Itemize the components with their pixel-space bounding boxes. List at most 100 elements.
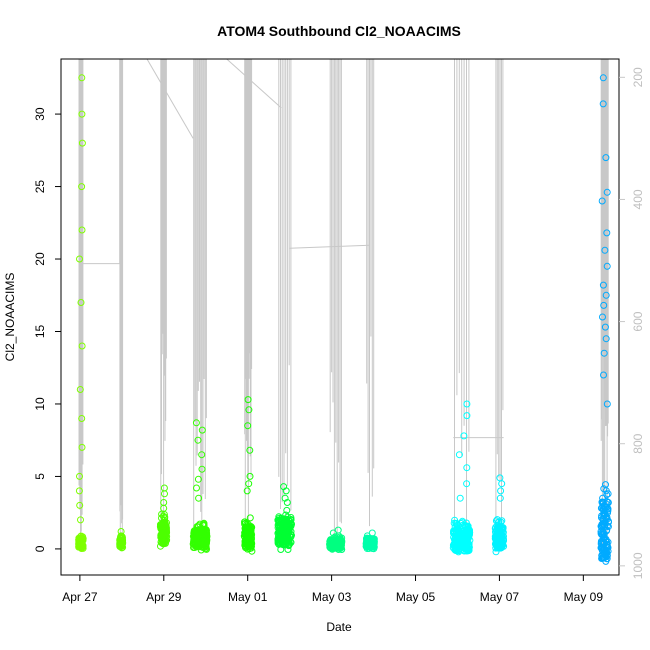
data-point xyxy=(117,532,125,540)
series-group xyxy=(75,74,87,552)
pressure-trace xyxy=(495,59,504,547)
data-point xyxy=(450,540,458,548)
data-point xyxy=(599,281,607,289)
data-point xyxy=(193,533,201,541)
data-point xyxy=(458,517,466,525)
data-point xyxy=(597,504,605,512)
data-point xyxy=(194,436,202,444)
data-point xyxy=(455,451,463,459)
data-point xyxy=(328,539,336,547)
data-point xyxy=(161,490,168,498)
data-point xyxy=(497,533,505,541)
x-axis: Apr 27 Apr 29 May 01 May 03 May 05 May 07 May … xyxy=(62,574,603,604)
data-point xyxy=(242,542,250,550)
data-point xyxy=(79,543,87,551)
data-point xyxy=(78,74,86,82)
data-point xyxy=(497,487,505,495)
data-point xyxy=(599,530,607,538)
pressure-transit-line xyxy=(289,244,370,249)
data-point xyxy=(602,291,610,299)
data-point xyxy=(496,494,504,502)
data-point xyxy=(246,472,254,480)
data-point xyxy=(191,540,199,548)
series-group xyxy=(189,419,211,554)
data-point xyxy=(452,519,460,527)
data-point xyxy=(600,349,608,357)
data-point xyxy=(78,342,86,350)
data-point xyxy=(246,514,254,522)
data-point xyxy=(600,530,608,538)
data-point xyxy=(282,487,290,495)
data-point xyxy=(495,518,503,526)
series-group xyxy=(491,474,508,556)
data-point xyxy=(159,530,167,538)
y-tick-label: 5 xyxy=(33,473,47,480)
y-axis-label: Cl2_NOAACIMS xyxy=(3,273,17,362)
data-point xyxy=(599,494,607,502)
data-point xyxy=(193,484,200,492)
data-point xyxy=(243,487,251,495)
data-point xyxy=(78,183,86,191)
y2-tick-label: 800 xyxy=(631,433,645,453)
data-point xyxy=(328,544,336,552)
data-point xyxy=(245,480,253,488)
data-point xyxy=(284,546,292,553)
data-point xyxy=(244,396,252,404)
y-axis: 0 5 10 15 20 25 30 xyxy=(33,107,61,552)
data-point xyxy=(604,509,612,517)
pressure-trace xyxy=(329,59,342,547)
data-point xyxy=(597,538,605,546)
data-point xyxy=(157,522,165,530)
data-point xyxy=(603,542,611,550)
series-group xyxy=(597,74,612,565)
data-point xyxy=(196,520,204,528)
data-point xyxy=(190,533,198,541)
data-point xyxy=(275,527,283,535)
data-point xyxy=(245,542,253,550)
y2-tick-label: 400 xyxy=(631,189,645,209)
data-point xyxy=(367,536,375,544)
data-point xyxy=(274,516,282,524)
data-point xyxy=(598,524,606,532)
data-point xyxy=(602,154,610,162)
data-point xyxy=(598,197,606,205)
data-point xyxy=(492,541,500,548)
data-point xyxy=(465,545,473,553)
data-point xyxy=(465,526,473,534)
data-point xyxy=(599,313,606,321)
data-point xyxy=(77,299,85,306)
data-point xyxy=(602,549,610,556)
series-group xyxy=(116,528,127,552)
data-point xyxy=(116,536,124,544)
data-point xyxy=(160,504,168,512)
data-point xyxy=(117,535,125,543)
y2-tick-label: 600 xyxy=(631,311,645,331)
data-point xyxy=(76,501,84,509)
y-tick-label: 15 xyxy=(33,325,47,339)
series-group xyxy=(326,526,346,553)
data-point xyxy=(277,516,285,524)
data-point xyxy=(78,139,86,147)
data-point xyxy=(117,528,125,535)
data-point xyxy=(282,511,290,519)
chart-title: ATOM4 Southbound Cl2_NOAACIMS xyxy=(217,23,461,39)
data-point xyxy=(363,542,371,550)
data-point xyxy=(602,335,610,343)
x-tick-label: May 01 xyxy=(228,590,268,604)
data-point xyxy=(460,538,468,546)
series-group xyxy=(449,400,474,556)
y-tick-label: 25 xyxy=(33,180,47,194)
data-point xyxy=(499,541,507,549)
data-point xyxy=(202,526,210,534)
x-axis-label: Date xyxy=(326,620,352,634)
x-tick-label: Apr 27 xyxy=(62,590,98,604)
data-point xyxy=(76,386,84,393)
data-point xyxy=(604,523,612,531)
data-point xyxy=(337,543,345,551)
data-point xyxy=(600,371,607,379)
data-point xyxy=(79,535,87,543)
data-point xyxy=(75,487,83,495)
y2-tick-label: 1000 xyxy=(631,552,645,579)
data-point xyxy=(463,400,471,408)
data-point xyxy=(78,443,86,451)
